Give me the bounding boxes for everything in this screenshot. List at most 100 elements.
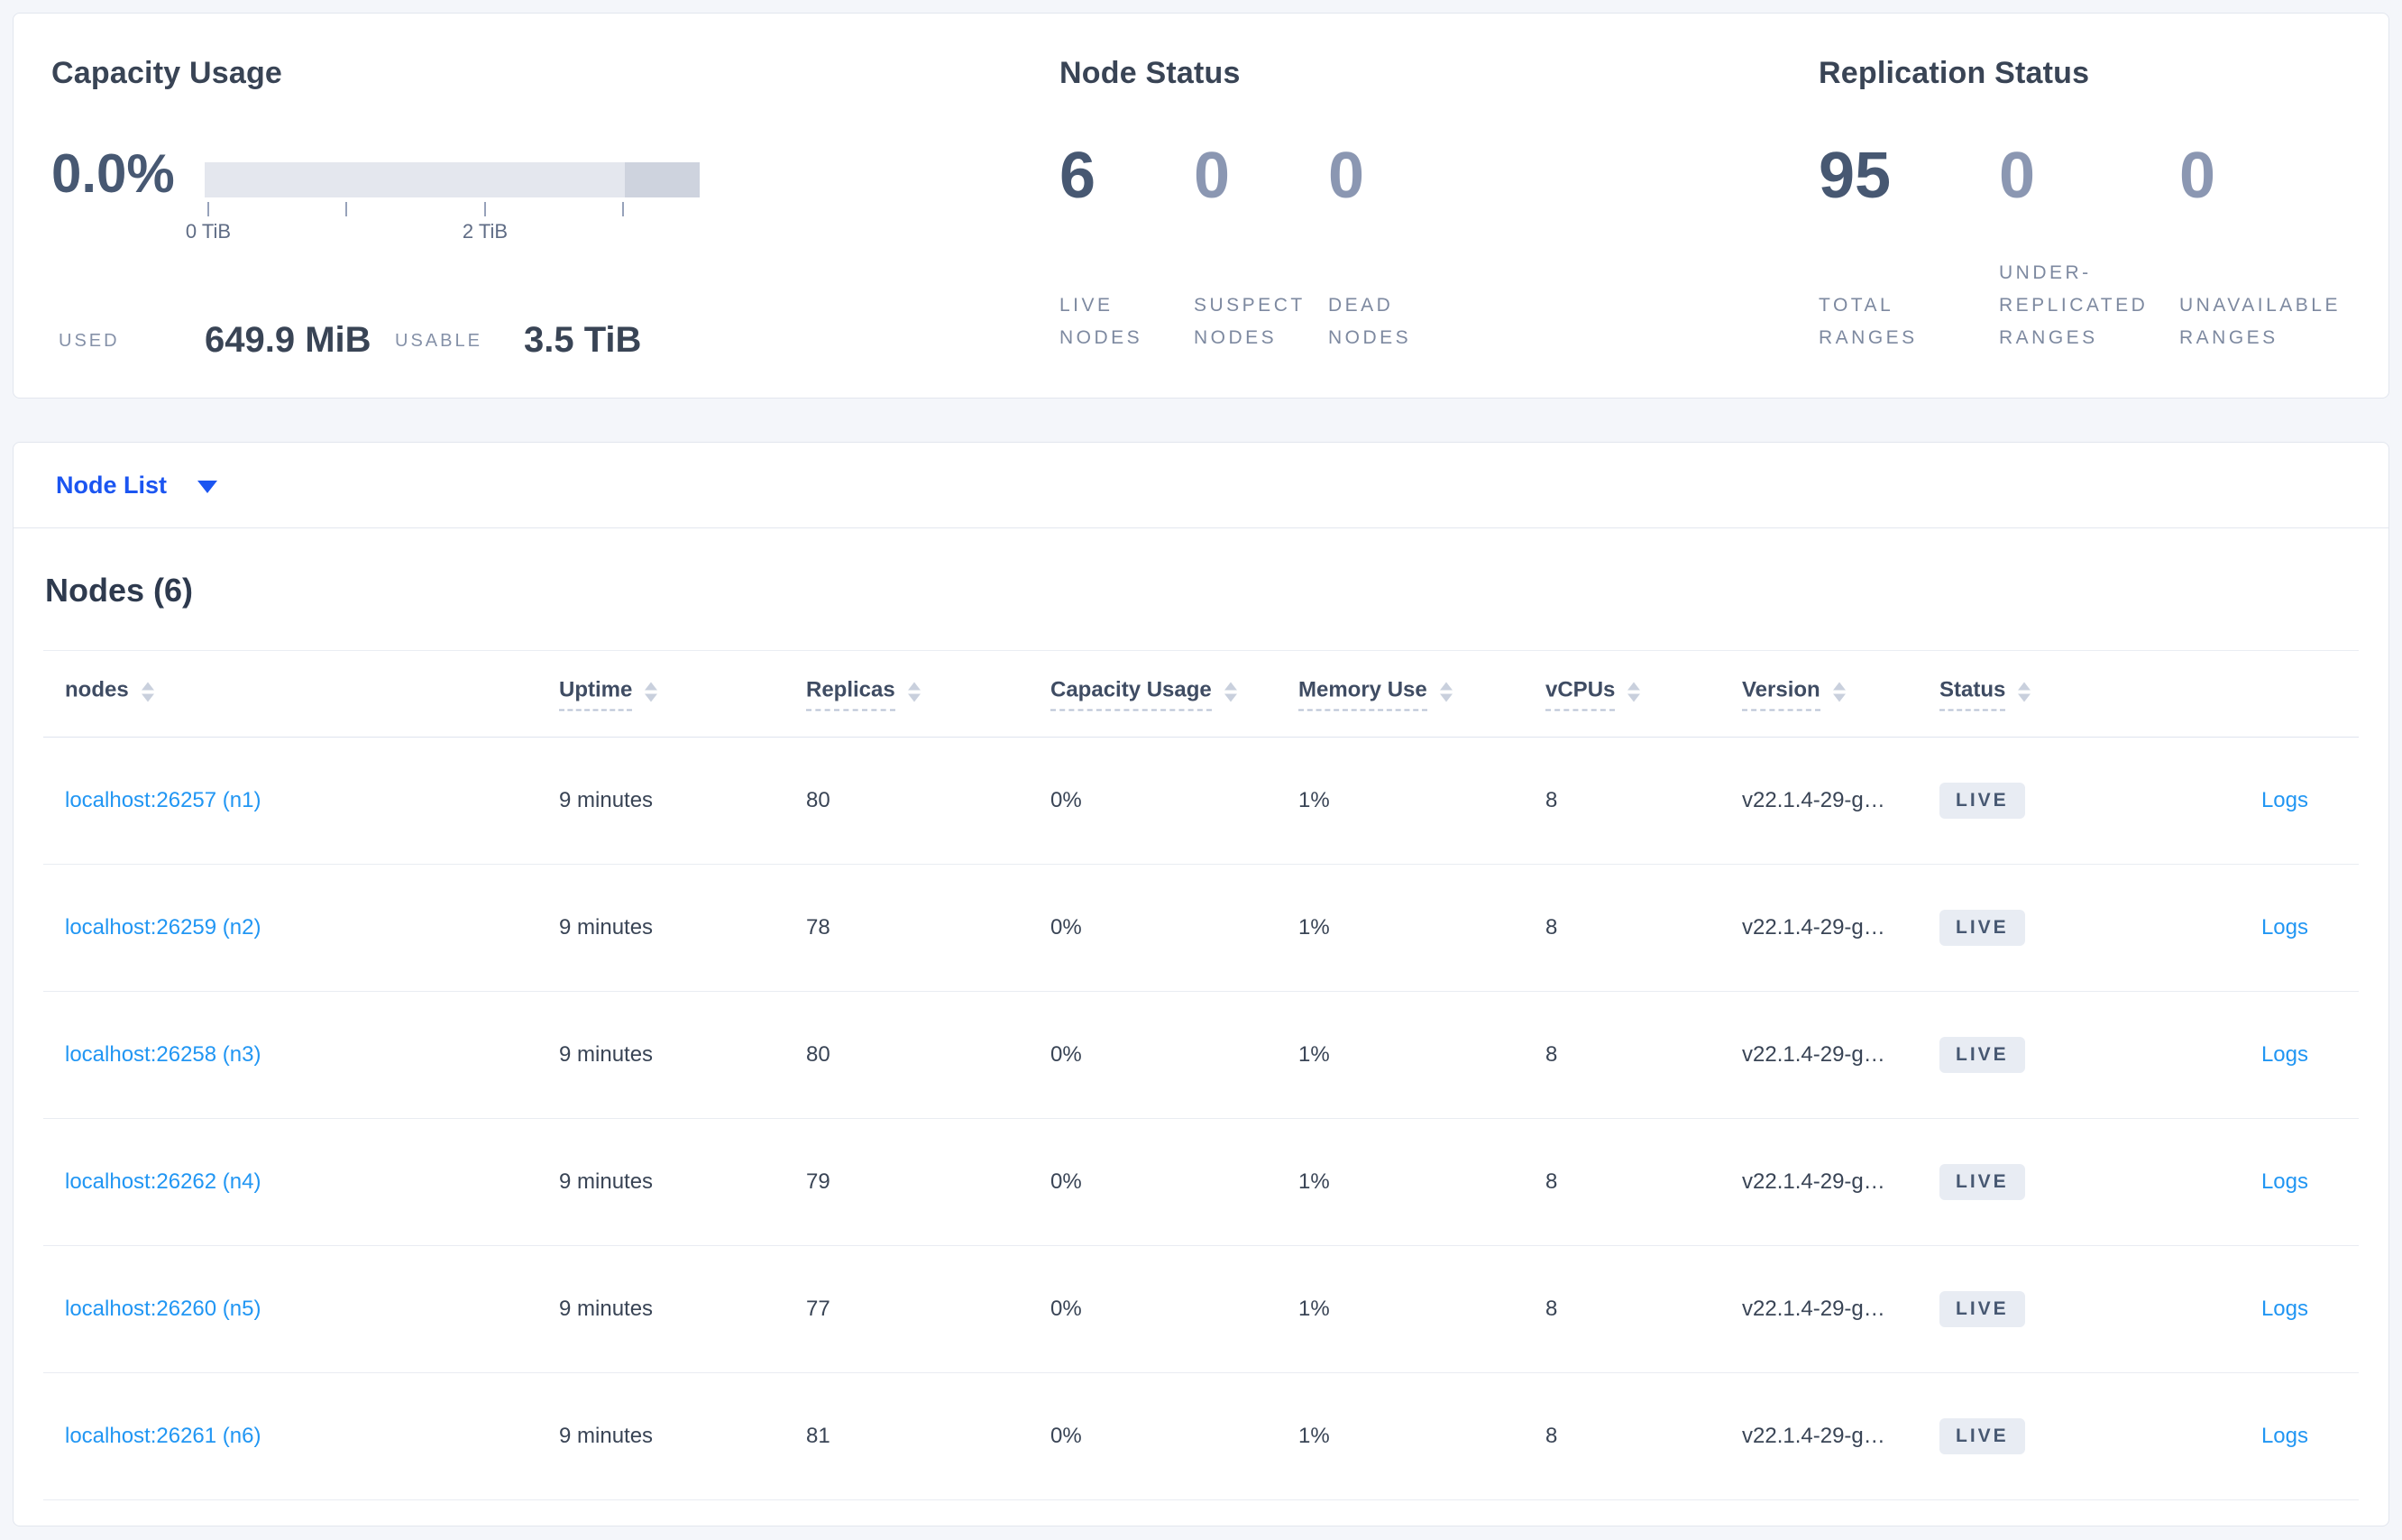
gauge-tick — [345, 202, 347, 216]
node-link[interactable]: localhost:26260 (n5) — [65, 1297, 261, 1321]
replication-status-stats: 95 TOTAL RANGES 0 UNDER-REPLICATED RANGE… — [1819, 140, 2360, 354]
logs-link[interactable]: Logs — [2260, 788, 2308, 812]
header-nodes-label[interactable]: nodes — [65, 677, 129, 701]
vcpus-cell: 8 — [1545, 1297, 1558, 1321]
node-link[interactable]: localhost:26259 (n2) — [65, 915, 261, 940]
sort-icon[interactable] — [1224, 682, 1237, 701]
capacity-cell: 0% — [1050, 915, 1082, 940]
replicas-cell: 80 — [806, 1042, 830, 1067]
under-replicated-ranges-label: UNDER-REPLICATED RANGES — [1999, 262, 2149, 348]
usable-label: USABLE — [395, 331, 482, 351]
uptime-cell: 9 minutes — [559, 1297, 654, 1321]
node-link[interactable]: localhost:26261 (n6) — [65, 1424, 261, 1448]
node-link[interactable]: localhost:26257 (n1) — [65, 788, 261, 812]
live-nodes-value: 6 — [1059, 140, 1096, 212]
capacity-gauge: 0 TiB 2 TiB — [186, 162, 700, 270]
node-list-dropdown[interactable]: Node List — [56, 471, 218, 500]
dead-nodes-value: 0 — [1328, 140, 1365, 212]
gauge-tick-label: 0 TiB — [185, 220, 232, 243]
version-cell: v22.1.4-29-g… — [1742, 1424, 1885, 1448]
header-uptime-label[interactable]: Uptime — [559, 677, 633, 710]
node-link[interactable]: localhost:26258 (n3) — [65, 1042, 261, 1067]
header-nodes: nodes — [65, 677, 154, 710]
header-replicas-label[interactable]: Replicas — [806, 677, 895, 710]
under-replicated-ranges-stat: 0 UNDER-REPLICATED RANGES — [1999, 140, 2179, 354]
dead-nodes-label: DEAD NODES — [1328, 295, 1412, 348]
header-version-label[interactable]: Version — [1742, 677, 1820, 710]
table-body: localhost:26257 (n1) 9 minutes 80 0% 1% … — [43, 738, 2359, 1500]
logs-link[interactable]: Logs — [2260, 1042, 2308, 1067]
uptime-cell: 9 minutes — [559, 1424, 654, 1448]
uptime-cell: 9 minutes — [559, 915, 654, 940]
capacity-cell: 0% — [1050, 1042, 1082, 1067]
under-replicated-ranges-value: 0 — [1999, 140, 2036, 212]
table-header-row: nodes Uptime Replicas Capacity Usage Mem… — [43, 650, 2359, 738]
header-uptime: Uptime — [559, 677, 658, 710]
header-replicas: Replicas — [806, 677, 921, 710]
sort-icon[interactable] — [1832, 682, 1846, 701]
capacity-percent: 0.0% — [51, 143, 175, 204]
live-nodes-stat: 6 LIVE NODES — [1059, 140, 1194, 354]
header-capacity-usage-label[interactable]: Capacity Usage — [1050, 677, 1212, 710]
dead-nodes-stat: 0 DEAD NODES — [1328, 140, 1462, 354]
memory-cell: 1% — [1298, 1042, 1330, 1067]
logs-link[interactable]: Logs — [2260, 1424, 2308, 1448]
sort-icon[interactable] — [1627, 682, 1641, 701]
status-badge: LIVE — [1939, 1418, 2025, 1454]
table-row: localhost:26261 (n6) 9 minutes 81 0% 1% … — [43, 1373, 2359, 1500]
header-status-label[interactable]: Status — [1939, 677, 2006, 710]
memory-cell: 1% — [1298, 915, 1330, 940]
sort-icon[interactable] — [907, 682, 921, 701]
version-cell: v22.1.4-29-g… — [1742, 1042, 1885, 1067]
status-badge: LIVE — [1939, 1037, 2025, 1073]
gauge-tick — [207, 202, 209, 216]
version-cell: v22.1.4-29-g… — [1742, 788, 1885, 812]
sort-icon[interactable] — [2018, 682, 2031, 701]
sort-icon[interactable] — [141, 682, 154, 701]
node-status-title: Node Status — [1059, 56, 1241, 90]
version-cell: v22.1.4-29-g… — [1742, 1169, 1885, 1194]
capacity-cell: 0% — [1050, 1297, 1082, 1321]
unavailable-ranges-value: 0 — [2179, 140, 2216, 212]
gauge-tick — [484, 202, 486, 216]
memory-cell: 1% — [1298, 788, 1330, 812]
version-cell: v22.1.4-29-g… — [1742, 1297, 1885, 1321]
capacity-usage-title: Capacity Usage — [51, 56, 283, 90]
memory-cell: 1% — [1298, 1297, 1330, 1321]
header-memory-use-label[interactable]: Memory Use — [1298, 677, 1427, 710]
replicas-cell: 79 — [806, 1169, 830, 1194]
header-capacity-usage: Capacity Usage — [1050, 677, 1237, 710]
logs-link[interactable]: Logs — [2260, 915, 2308, 940]
header-status: Status — [1939, 677, 2031, 710]
status-badge: LIVE — [1939, 1291, 2025, 1327]
total-ranges-value: 95 — [1819, 140, 1892, 212]
table-row: localhost:26257 (n1) 9 minutes 80 0% 1% … — [43, 738, 2359, 865]
table-row: localhost:26258 (n3) 9 minutes 80 0% 1% … — [43, 992, 2359, 1119]
node-link[interactable]: localhost:26262 (n4) — [65, 1169, 261, 1194]
vcpus-cell: 8 — [1545, 788, 1558, 812]
table-row: localhost:26259 (n2) 9 minutes 78 0% 1% … — [43, 865, 2359, 992]
capacity-cell: 0% — [1050, 1424, 1082, 1448]
vcpus-cell: 8 — [1545, 915, 1558, 940]
chevron-down-icon — [197, 481, 218, 493]
replicas-cell: 81 — [806, 1424, 830, 1448]
sort-icon[interactable] — [645, 682, 658, 701]
logs-link[interactable]: Logs — [2260, 1297, 2308, 1321]
node-status-stats: 6 LIVE NODES 0 SUSPECT NODES 0 DEAD NODE… — [1059, 140, 1462, 354]
header-vcpus: vCPUs — [1545, 677, 1641, 710]
nodes-table-panel: Nodes (6) nodes Uptime Replicas Capacity… — [13, 528, 2389, 1526]
memory-cell: 1% — [1298, 1424, 1330, 1448]
logs-link[interactable]: Logs — [2260, 1169, 2308, 1194]
status-badge: LIVE — [1939, 783, 2025, 819]
vcpus-cell: 8 — [1545, 1169, 1558, 1194]
sort-icon[interactable] — [1439, 682, 1453, 701]
suspect-nodes-stat: 0 SUSPECT NODES — [1194, 140, 1328, 354]
header-vcpus-label[interactable]: vCPUs — [1545, 677, 1616, 710]
unavailable-ranges-stat: 0 UNAVAILABLE RANGES — [2179, 140, 2360, 354]
header-memory-use: Memory Use — [1298, 677, 1453, 710]
node-list-dropdown-label: Node List — [56, 471, 168, 499]
total-ranges-stat: 95 TOTAL RANGES — [1819, 140, 1999, 354]
status-badge: LIVE — [1939, 910, 2025, 946]
vcpus-cell: 8 — [1545, 1424, 1558, 1448]
nodes-table-title: Nodes (6) — [45, 572, 194, 609]
